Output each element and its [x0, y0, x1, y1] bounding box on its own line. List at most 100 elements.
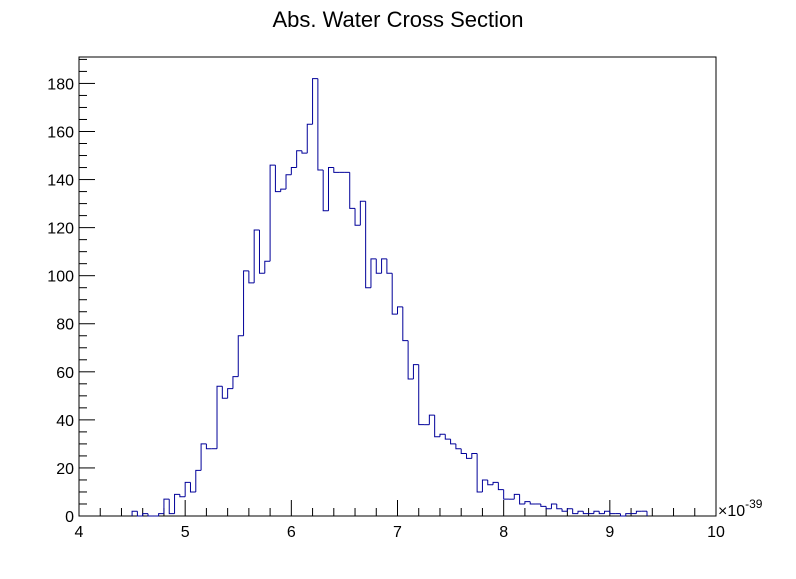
y-tick-label: 160	[47, 124, 74, 141]
histogram-bin	[550, 503, 557, 509]
x-axis: 4 5 6 7 8 9 10	[75, 500, 725, 541]
histogram-bin	[428, 414, 435, 425]
histogram-bin	[503, 489, 509, 500]
histogram-bin	[237, 335, 244, 377]
x-axis-multiplier: ×10-39	[718, 497, 763, 520]
histogram-bin	[519, 494, 525, 505]
y-tick-label: 120	[47, 221, 74, 238]
plot-frame	[78, 56, 717, 517]
histogram-bin	[487, 479, 494, 486]
histogram-bin	[619, 513, 626, 517]
histogram-bin	[301, 150, 308, 154]
histogram-bin	[232, 376, 239, 389]
y-tick-label: 100	[47, 269, 74, 286]
histogram-bin	[556, 503, 563, 510]
histogram-bin	[189, 482, 196, 493]
histogram-bin	[407, 340, 414, 380]
histogram-bin	[593, 510, 600, 514]
y-tick-label: 20	[56, 461, 74, 478]
x-tick-label: 6	[287, 524, 296, 541]
histogram-bin	[481, 479, 488, 492]
histogram-bin	[545, 506, 552, 510]
histogram-bin	[492, 481, 499, 485]
histogram-bin	[174, 493, 180, 514]
histogram-bin	[216, 385, 223, 449]
histogram-bin	[497, 482, 504, 491]
histogram-bin	[524, 501, 531, 504]
histogram-bin	[158, 513, 164, 516]
x-multiplier-base: ×10	[718, 503, 745, 520]
histogram-bin	[460, 448, 467, 455]
x-multiplier-exponent: -39	[745, 497, 763, 511]
y-tick-label: 140	[47, 173, 74, 190]
histogram-bin	[147, 513, 154, 517]
histogram-bin	[582, 511, 589, 515]
histogram-bin	[327, 167, 334, 211]
histogram-bin	[221, 386, 228, 399]
y-tick-label: 180	[47, 76, 74, 93]
histogram-bin	[322, 169, 329, 212]
histogram-bin	[312, 78, 318, 125]
histogram-bin	[269, 164, 276, 262]
y-tick-label: 0	[65, 509, 74, 526]
histogram-bin	[386, 258, 393, 274]
x-tick-label: 9	[605, 524, 614, 541]
histogram-bin	[466, 453, 472, 459]
histogram-bin	[258, 230, 265, 274]
histogram-bin	[381, 258, 387, 274]
histogram-bin	[375, 258, 382, 274]
y-tick-label: 60	[56, 365, 74, 382]
histogram-bin	[354, 208, 361, 226]
histogram-bin	[163, 498, 170, 514]
histogram-bin	[142, 513, 149, 516]
histogram-bin	[418, 364, 425, 426]
histogram-bin	[604, 510, 610, 514]
x-tick-label: 7	[393, 524, 402, 541]
histogram-bin	[402, 306, 409, 342]
histogram-bin	[349, 172, 356, 209]
histogram-bin	[168, 499, 175, 515]
histogram-bin	[572, 508, 578, 515]
histogram-bin	[280, 188, 287, 192]
histogram-bin	[476, 453, 483, 493]
y-tick-label: 40	[56, 413, 74, 430]
histogram-bin	[285, 174, 292, 190]
histogram-bin	[359, 200, 366, 226]
y-tick-label: 80	[56, 317, 74, 334]
histogram-bin	[625, 513, 632, 516]
x-tick-label: 8	[499, 524, 508, 541]
histogram-bin	[296, 150, 302, 168]
histogram-bin	[513, 493, 520, 500]
histogram-bin	[434, 415, 440, 438]
histogram-bin	[264, 260, 271, 274]
histogram-bin	[317, 78, 324, 171]
histogram-bin	[444, 434, 451, 440]
histogram-bin	[136, 511, 143, 517]
histogram-bin	[391, 273, 398, 315]
histogram-bin	[333, 167, 340, 173]
histogram-bin	[184, 481, 191, 497]
histogram-bin	[205, 443, 212, 450]
histogram-bin	[248, 270, 255, 284]
histogram-bin	[529, 501, 536, 505]
histogram-bin	[635, 510, 642, 514]
histogram-bin	[179, 494, 186, 498]
histogram-bin	[566, 508, 573, 512]
histogram-bin	[227, 388, 233, 399]
histogram-bin	[274, 165, 281, 193]
histogram-bin	[397, 306, 403, 315]
chart-title: Abs. Water Cross Section	[272, 7, 523, 32]
histogram-bin	[577, 510, 584, 514]
histogram-bin	[306, 123, 313, 154]
x-tick-label: 10	[707, 524, 725, 541]
y-axis: 0 20 40 60 80 100 120 140 160 180	[47, 58, 95, 526]
histogram-bin	[195, 469, 202, 492]
histogram-bin	[290, 167, 297, 175]
histogram-bin	[243, 270, 249, 336]
histogram-bin	[131, 510, 138, 516]
histogram-bin	[439, 433, 446, 437]
histogram-bin	[609, 511, 616, 515]
histogram-bin	[412, 364, 419, 380]
